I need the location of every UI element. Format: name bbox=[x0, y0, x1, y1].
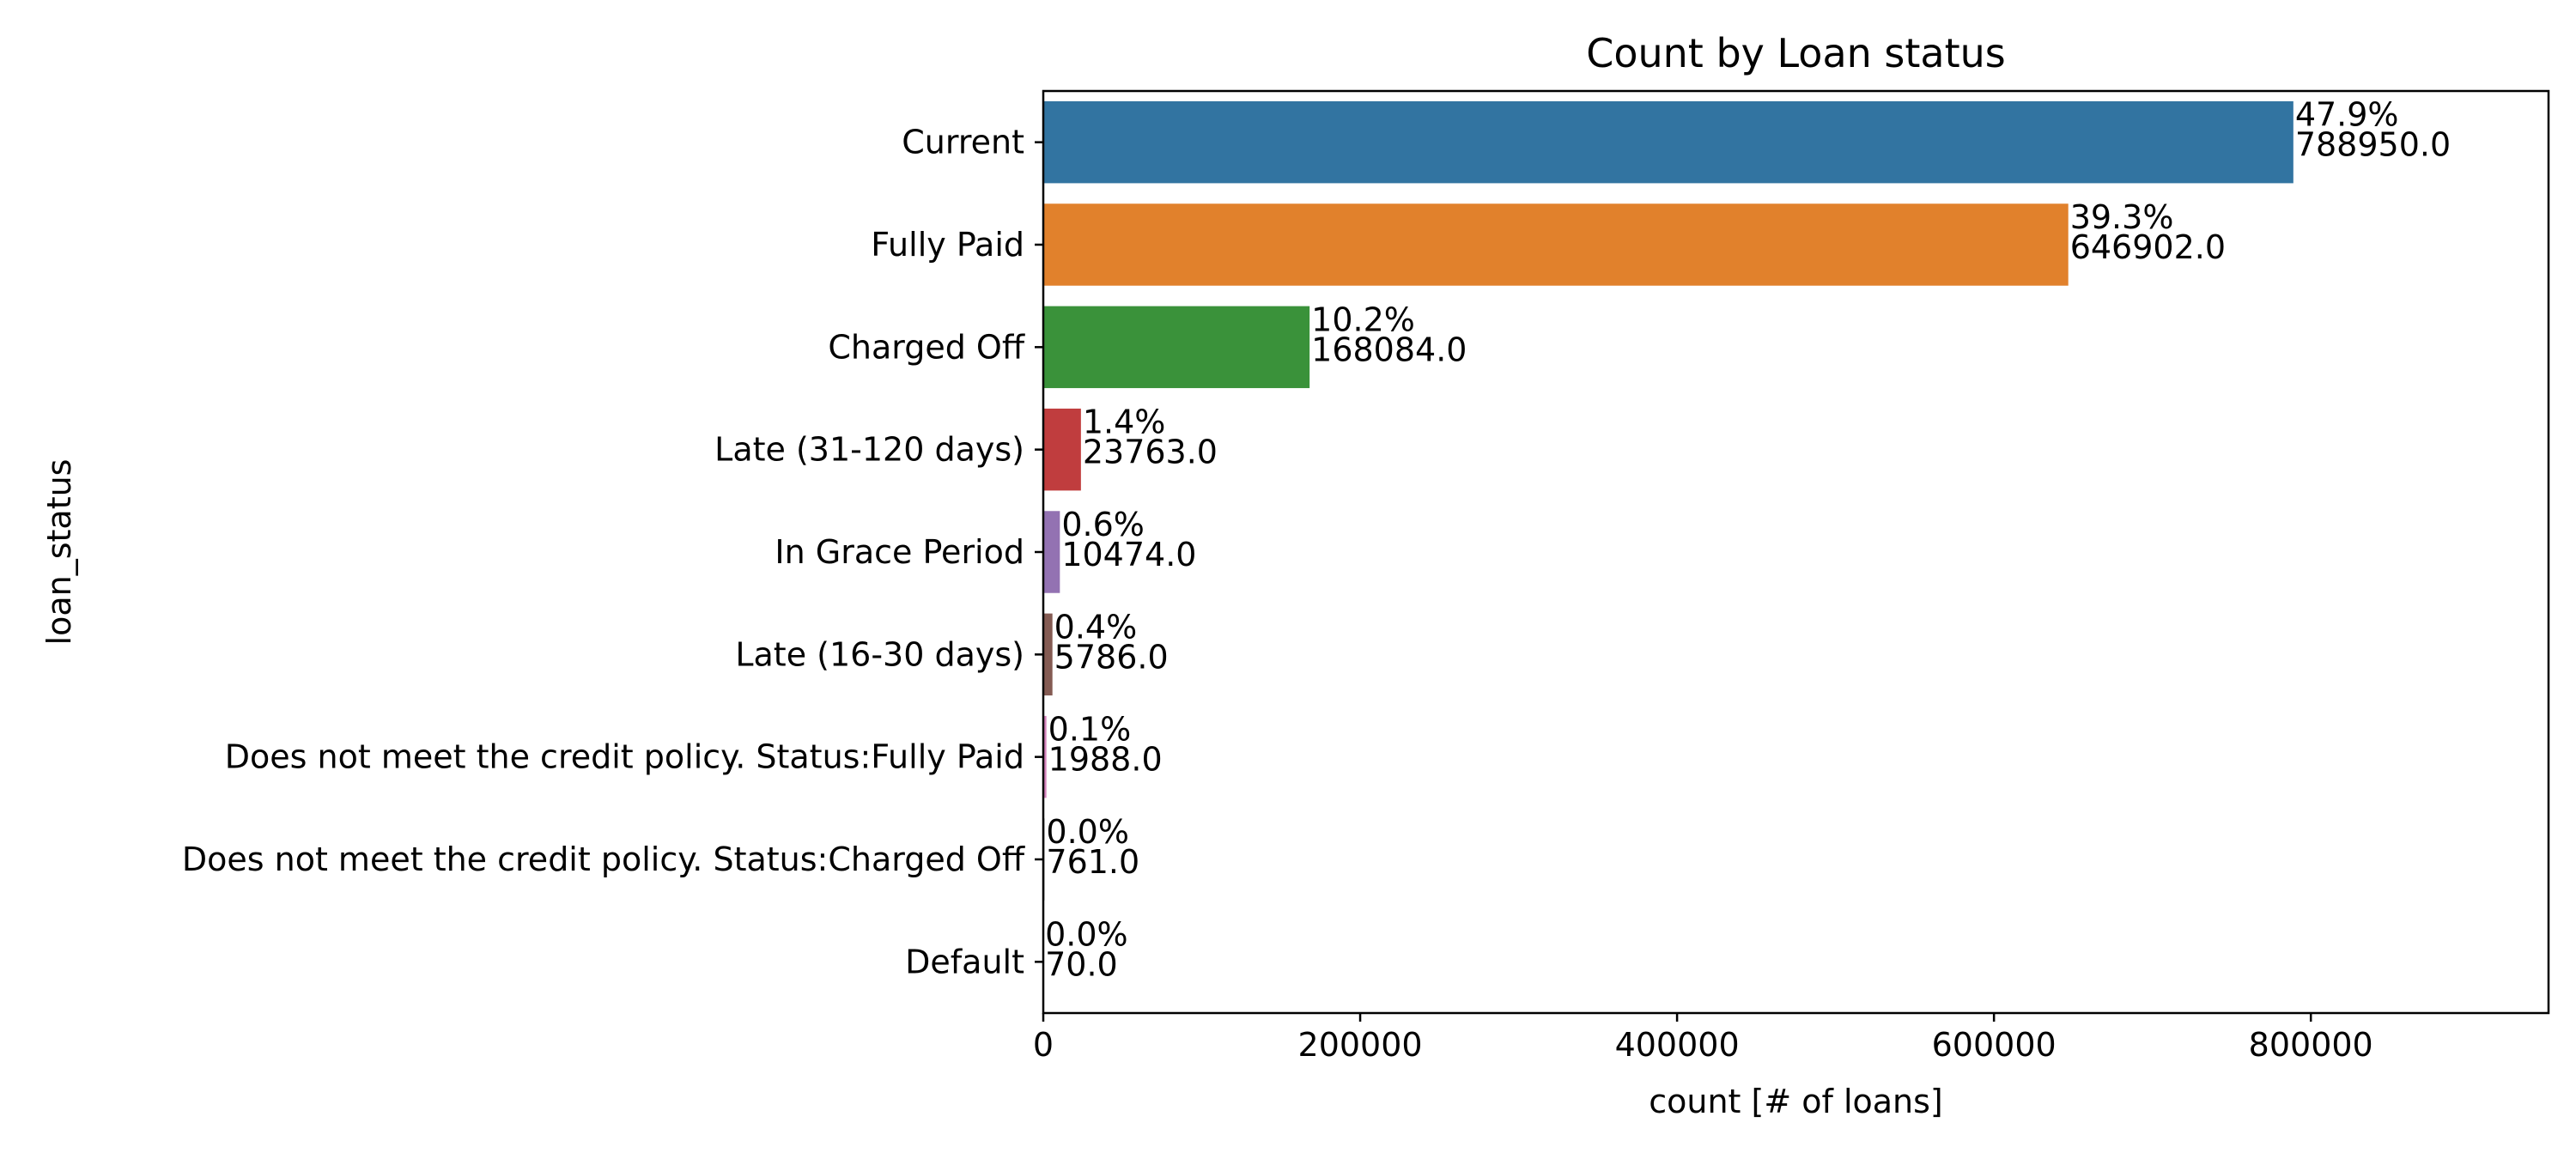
percent-label-1: 39.3% bbox=[2070, 198, 2174, 236]
percent-label-6: 0.1% bbox=[1048, 711, 1132, 749]
y-tick-label-7: Does not meet the credit policy. Status:… bbox=[182, 840, 1025, 878]
count-label-1: 646902.0 bbox=[2070, 228, 2226, 266]
bar-1 bbox=[1043, 203, 2069, 286]
percent-label-2: 10.2% bbox=[1311, 300, 1415, 338]
count-label-4: 10474.0 bbox=[1061, 536, 1196, 573]
y-axis-label: loan_status bbox=[40, 459, 78, 646]
y-tick-label-5: Late (16-30 days) bbox=[735, 635, 1024, 673]
ticks-layer: Current Fully Paid Charged Off Late (31-120… bbox=[182, 124, 2373, 1064]
percent-label-5: 0.4% bbox=[1054, 608, 1138, 646]
count-label-3: 23763.0 bbox=[1083, 434, 1218, 471]
x-tick-label-3: 600000 bbox=[1932, 1026, 2057, 1064]
x-tick-label-4: 800000 bbox=[2249, 1026, 2373, 1064]
x-tick-label-1: 200000 bbox=[1298, 1026, 1423, 1064]
bar-4 bbox=[1043, 511, 1060, 593]
bar-0 bbox=[1043, 100, 2293, 184]
plot-frame bbox=[1042, 89, 2550, 1015]
percent-label-7: 0.0% bbox=[1046, 813, 1129, 851]
y-tick-label-2: Charged Off bbox=[828, 328, 1024, 366]
y-tick-label-4: In Grace Period bbox=[775, 533, 1024, 571]
y-tick-label-3: Late (31-120 days) bbox=[714, 431, 1024, 469]
bar-5 bbox=[1043, 613, 1053, 696]
x-axis-label: count [# of loans] bbox=[1649, 1083, 1943, 1120]
x-tick-label-0: 0 bbox=[1033, 1026, 1054, 1064]
data-labels-layer: 47.9%788950.0 39.3%646902.0 10.2%168084.0 1… bbox=[1045, 96, 2451, 984]
count-label-0: 788950.0 bbox=[2295, 126, 2451, 164]
y-tick-label-8: Default bbox=[905, 943, 1024, 980]
count-label-2: 168084.0 bbox=[1311, 331, 1467, 368]
percent-label-3: 1.4% bbox=[1083, 404, 1166, 441]
chart-title: Count by Loan status bbox=[1586, 30, 2006, 76]
count-label-5: 5786.0 bbox=[1054, 638, 1169, 676]
bars-layer bbox=[1043, 100, 2293, 1004]
percent-label-0: 47.9% bbox=[2295, 96, 2399, 134]
y-tick-label-1: Fully Paid bbox=[871, 226, 1024, 264]
count-label-7: 761.0 bbox=[1046, 843, 1139, 881]
bar-6 bbox=[1043, 715, 1047, 798]
bar-2 bbox=[1043, 306, 1310, 389]
y-tick-label-6: Does not meet the credit policy. Status:… bbox=[225, 738, 1024, 776]
percent-label-4: 0.6% bbox=[1061, 506, 1145, 543]
count-label-8: 70.0 bbox=[1045, 945, 1118, 983]
x-tick-label-2: 400000 bbox=[1615, 1026, 1740, 1064]
count-label-6: 1988.0 bbox=[1048, 741, 1163, 779]
y-tick-label-0: Current bbox=[902, 124, 1024, 161]
bar-3 bbox=[1043, 408, 1081, 491]
percent-label-8: 0.0% bbox=[1045, 915, 1128, 953]
